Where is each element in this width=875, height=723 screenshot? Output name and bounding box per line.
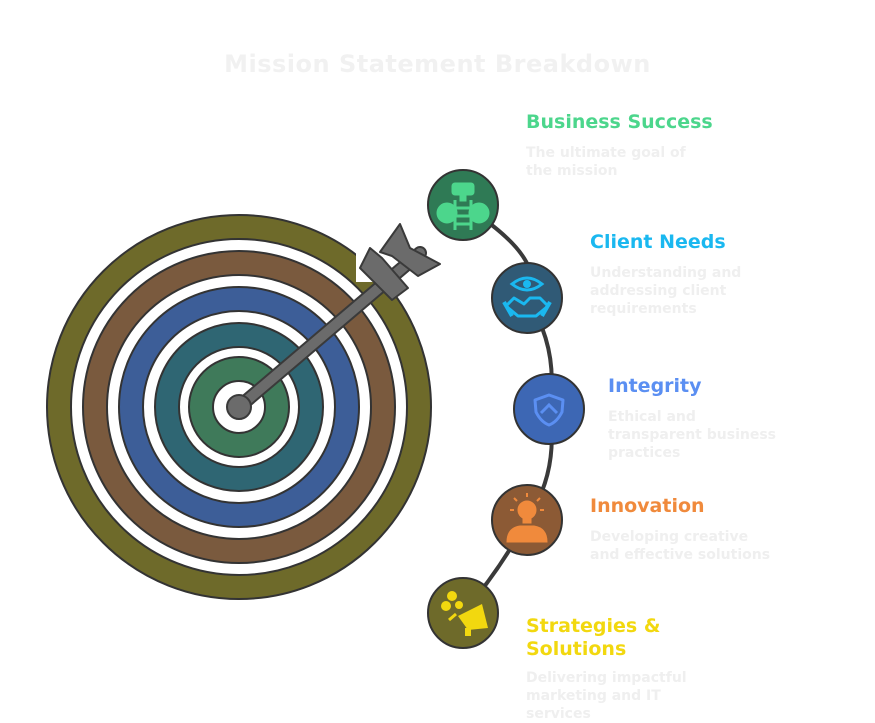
target-ring-teal bbox=[155, 323, 323, 491]
node-strategies-solutions bbox=[427, 577, 499, 649]
eye-handshake-icon bbox=[502, 276, 552, 318]
lightbulb-person-icon bbox=[506, 493, 548, 543]
node-business-success bbox=[427, 169, 499, 241]
trophy-ladder-icon bbox=[436, 182, 490, 230]
node-client-needs bbox=[491, 262, 563, 334]
item-client-needs: Client Needs Understanding and addressin… bbox=[590, 231, 750, 318]
target-ring-blue bbox=[119, 287, 359, 527]
item-description: Delivering impactful marketing and IT se… bbox=[526, 670, 687, 722]
diagram-title: Mission Statement Breakdown bbox=[224, 50, 651, 78]
target-ring-olive bbox=[47, 215, 431, 599]
item-title: Client Needs bbox=[590, 231, 726, 253]
item-description: Ethical and transparent business practic… bbox=[608, 409, 776, 461]
item-description: Developing creative and effective soluti… bbox=[590, 529, 771, 563]
item-innovation: Innovation Developing creative and effec… bbox=[590, 495, 775, 564]
item-business-success: Business Success The ultimate goal of th… bbox=[526, 111, 716, 180]
megaphone-icon bbox=[441, 591, 488, 636]
target-ring-green bbox=[189, 357, 289, 457]
item-title: Business Success bbox=[526, 111, 713, 133]
item-strategies-solutions: Strategies & Solutions Delivering impact… bbox=[526, 615, 726, 723]
target-ring-brown bbox=[83, 251, 395, 563]
node-integrity bbox=[513, 373, 585, 445]
item-title: Strategies & Solutions bbox=[526, 615, 661, 660]
item-description: The ultimate goal of the mission bbox=[526, 145, 686, 179]
shield-icon bbox=[533, 393, 565, 427]
item-title: Innovation bbox=[590, 495, 705, 517]
item-title: Integrity bbox=[608, 375, 702, 397]
arrow-icon bbox=[226, 223, 441, 420]
node-innovation bbox=[491, 484, 563, 556]
item-integrity: Integrity Ethical and transparent busine… bbox=[608, 375, 793, 462]
item-description: Understanding and addressing client requ… bbox=[590, 265, 742, 317]
